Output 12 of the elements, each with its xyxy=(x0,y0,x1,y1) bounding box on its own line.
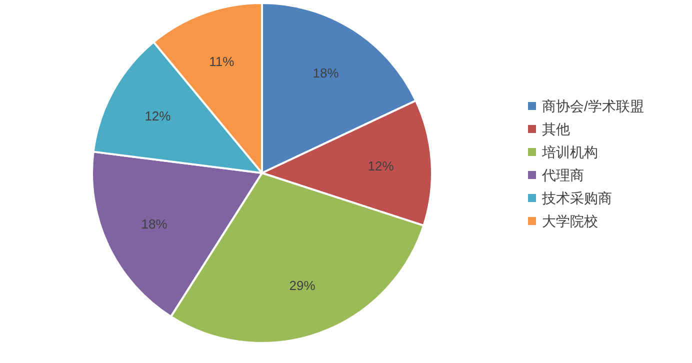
legend-label: 培训机构 xyxy=(541,144,598,160)
data-label: 11% xyxy=(209,54,235,70)
legend-label: 技术采购商 xyxy=(541,190,612,206)
data-label: 12% xyxy=(144,108,172,124)
data-label: 18% xyxy=(312,66,340,81)
data-label: 29% xyxy=(289,278,316,293)
legend-label: 大学院校 xyxy=(542,213,598,229)
legend-label: 代理商 xyxy=(541,167,584,183)
legend-label: 其他 xyxy=(542,121,570,137)
data-label: 12% xyxy=(368,158,394,174)
data-label: 18% xyxy=(141,216,168,232)
legend-label: 商协会/学术联盟 xyxy=(542,98,644,114)
